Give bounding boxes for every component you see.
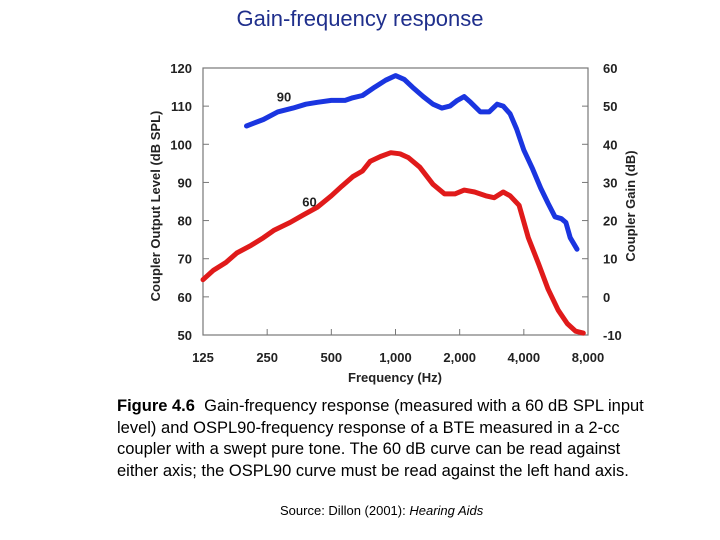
- series-label-90: 90: [277, 90, 291, 105]
- y2-tick-label: 40: [603, 137, 617, 152]
- y-tick-label: 110: [171, 99, 192, 114]
- x-axis-label: Frequency (Hz): [348, 370, 442, 385]
- source-title: Hearing Aids: [409, 503, 484, 518]
- y-tick-label: 60: [178, 290, 192, 305]
- x-tick-label: 500: [320, 350, 342, 365]
- y-axis-left: 50 60 70 80 90 100 110 120: [170, 61, 209, 343]
- caption-text: Gain-frequency response (measured with a…: [117, 397, 644, 480]
- y-axis-label: Coupler Output Level (dB SPL): [148, 111, 163, 302]
- series-group: [200, 73, 586, 336]
- y-tick-label: 80: [178, 214, 192, 229]
- x-tick-label: 1,000: [379, 350, 412, 365]
- y-tick-label: 100: [170, 137, 192, 152]
- series-line-90: [244, 73, 580, 252]
- x-tick-label: 4,000: [508, 350, 541, 365]
- y2-tick-label: 50: [603, 99, 617, 114]
- x-tick-label: 125: [192, 350, 214, 365]
- x-axis: 125 250 500 1,000 2,000 4,000 8,000: [192, 329, 604, 365]
- x-tick-label: 8,000: [572, 350, 605, 365]
- source-prefix: Source: Dillon (2001):: [280, 503, 410, 518]
- y-axis-right: -10 0 10 20 30 40 50 60: [582, 61, 622, 343]
- series-label-60: 60: [302, 195, 316, 210]
- series-line-60: [200, 150, 586, 336]
- y-tick-label: 90: [178, 175, 192, 190]
- y2-tick-label: 30: [603, 175, 617, 190]
- figure-caption: Figure 4.6 Gain-frequency response (meas…: [117, 396, 662, 482]
- y2-tick-label: 10: [603, 252, 617, 267]
- plot-frame: [202, 67, 589, 336]
- x-tick-label: 250: [256, 350, 278, 365]
- annotations: 90 60: [277, 90, 317, 210]
- x-tick-label: 2,000: [443, 350, 476, 365]
- y2-tick-label: -10: [603, 328, 622, 343]
- y2-axis-label: Coupler Gain (dB): [623, 150, 638, 261]
- y-tick-label: 50: [178, 328, 192, 343]
- y2-tick-label: 0: [603, 290, 610, 305]
- y-tick-label: 120: [170, 61, 192, 76]
- y2-tick-label: 20: [603, 214, 617, 229]
- gain-frequency-chart: 125 250 500 1,000 2,000 4,000 8,000 5060708090…: [148, 61, 638, 385]
- source-note: Source: Dillon (2001): Hearing Aids: [280, 503, 483, 518]
- slide-title: Gain-frequency response: [236, 6, 484, 31]
- y2-tick-label: 60: [603, 61, 617, 76]
- y-tick-label: 70: [178, 252, 192, 267]
- caption-label: Figure 4.6: [117, 397, 195, 415]
